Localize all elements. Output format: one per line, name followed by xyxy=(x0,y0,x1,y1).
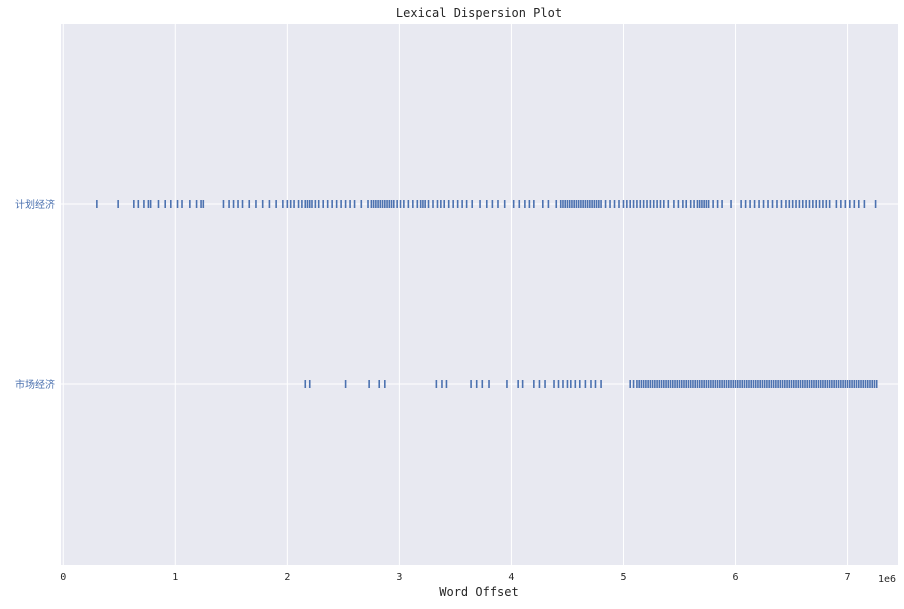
y-tick-label: 市场经济 xyxy=(15,378,55,391)
x-axis-label: Word Offset xyxy=(439,585,518,599)
x-tick-label: 3 xyxy=(396,572,402,583)
x-tick-labels: 0 1 2 3 4 5 6 7 xyxy=(60,572,850,583)
chart-title: Lexical Dispersion Plot xyxy=(396,6,562,20)
x-tick-label: 4 xyxy=(508,572,514,583)
x-tick-label: 6 xyxy=(733,572,739,583)
x-tick-label: 2 xyxy=(284,572,290,583)
x-tick-label: 1 xyxy=(172,572,178,583)
x-axis-scale-label: 1e6 xyxy=(878,574,896,585)
plot-area xyxy=(61,24,898,565)
y-tick-label: 计划经济 xyxy=(15,198,55,211)
x-tick-label: 5 xyxy=(620,572,626,583)
x-tick-label: 7 xyxy=(845,572,851,583)
dispersion-marks xyxy=(96,200,878,388)
x-tick-label: 0 xyxy=(60,572,66,583)
